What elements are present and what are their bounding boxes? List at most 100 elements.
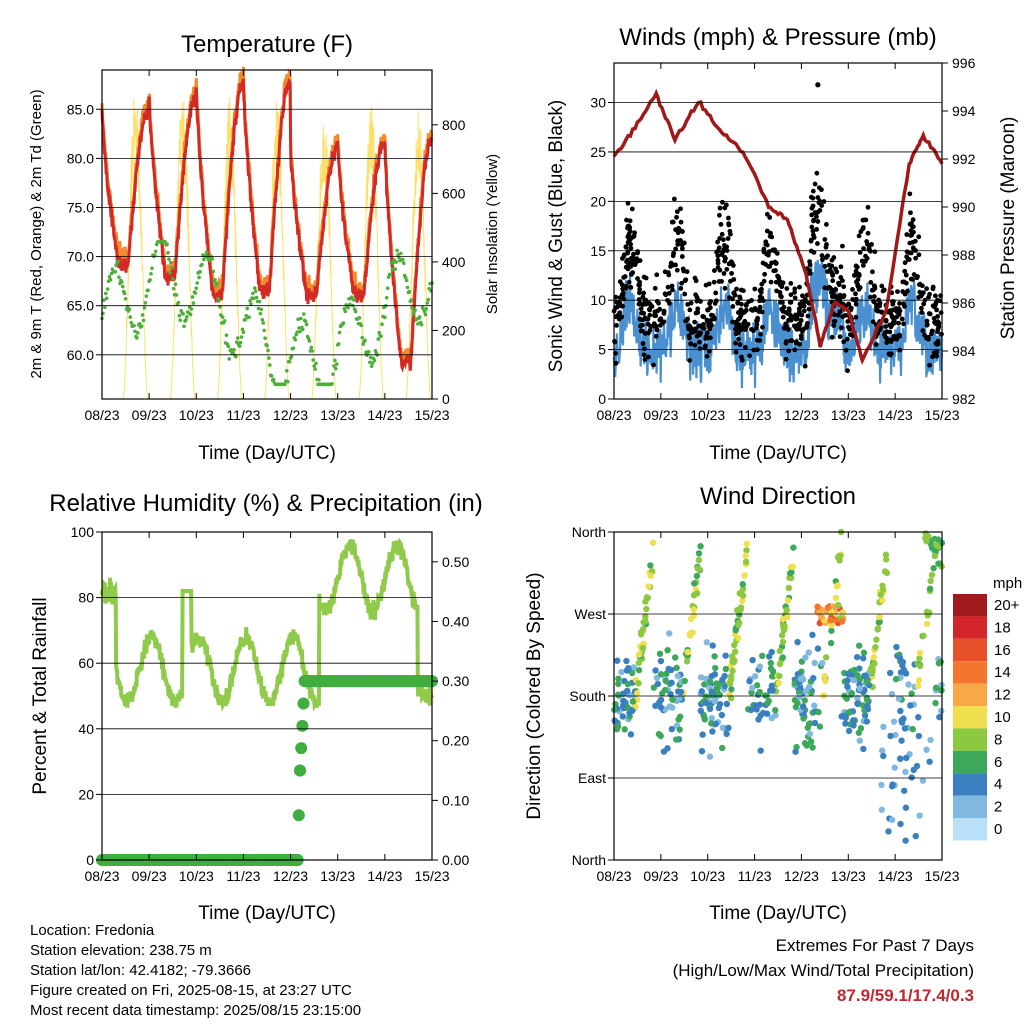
gust-point <box>693 292 699 298</box>
direction-point <box>816 723 824 730</box>
direction-point <box>893 643 900 651</box>
gust-point <box>935 314 940 319</box>
direction-point <box>834 582 841 589</box>
direction-point <box>903 754 910 762</box>
direction-xtick-label: 11/23 <box>738 868 772 884</box>
gust-point <box>801 308 807 314</box>
gust-point <box>880 288 886 294</box>
direction-point <box>652 702 659 710</box>
wind-ticks: 08/23 09/23 10/23 11/23 12/23 13/23 14/23 15/23… <box>590 55 975 423</box>
direction-point <box>909 725 916 733</box>
gust-point <box>819 253 825 258</box>
direction-point <box>671 654 679 661</box>
gust-point <box>722 285 728 291</box>
direction-point <box>859 654 867 662</box>
direction-point <box>702 693 709 700</box>
direction-point <box>878 747 886 754</box>
gust-point <box>719 252 724 257</box>
gust-point <box>779 306 785 312</box>
td2m-point <box>311 358 316 362</box>
gust-point <box>744 301 749 307</box>
gust-point <box>687 335 692 341</box>
direction-series <box>611 528 946 844</box>
precip-point <box>292 809 305 822</box>
direction-point <box>807 738 815 745</box>
direction-point <box>703 699 710 707</box>
temperature-xtick-label: 12/23 <box>273 407 308 423</box>
direction-point <box>660 748 668 755</box>
direction-point <box>698 688 706 695</box>
gust-point <box>757 298 763 304</box>
direction-point <box>869 668 876 676</box>
direction-point <box>769 687 776 694</box>
gust-point <box>867 294 873 300</box>
direction-point <box>792 748 799 755</box>
gust-point <box>835 312 841 318</box>
gust-point <box>934 341 940 347</box>
legend-label: 14 <box>994 664 1011 681</box>
td2m-point <box>299 316 303 321</box>
td2m-point <box>190 295 195 299</box>
direction-point <box>931 552 939 560</box>
direction-point <box>851 666 858 674</box>
temperature-xtick-label: 11/23 <box>226 407 260 423</box>
direction-ytick-label: West <box>574 606 606 622</box>
td2m-point <box>317 378 321 382</box>
direction-point <box>914 682 922 690</box>
gust-point <box>626 279 632 285</box>
gust-point <box>722 205 728 211</box>
direction-point <box>614 657 621 664</box>
direction-point <box>807 689 815 697</box>
direction-point <box>900 787 908 794</box>
gust-point <box>897 301 902 306</box>
td2m-point <box>410 305 415 310</box>
direction-point <box>723 700 731 708</box>
gust-point <box>704 330 710 336</box>
direction-point <box>657 671 665 678</box>
gust-point <box>844 336 850 342</box>
td2m-point <box>197 275 201 280</box>
direction-point <box>691 580 698 587</box>
rh-title: Relative Humidity (%) & Precipitation (i… <box>49 490 482 517</box>
gust-point <box>730 304 736 309</box>
gust-point <box>624 259 629 265</box>
direction-point <box>916 655 923 662</box>
gust-point <box>758 331 763 337</box>
td2m-point <box>222 319 227 323</box>
gust-point <box>843 347 849 353</box>
td2m-point <box>380 322 384 327</box>
td2m-point <box>403 275 408 280</box>
gust-point <box>918 305 924 311</box>
direction-point <box>729 667 736 675</box>
gust-point <box>692 328 698 334</box>
direction-point <box>642 613 649 620</box>
td2m-point <box>336 342 341 346</box>
td2m-point <box>422 309 427 314</box>
direction-point <box>676 695 683 702</box>
gust-point <box>680 266 686 272</box>
direction-point <box>821 672 828 680</box>
temperature-xtick-label: 09/23 <box>132 407 167 423</box>
gust-point <box>717 236 723 241</box>
gust-point <box>851 272 857 278</box>
gust-point <box>921 301 927 307</box>
td2m-point <box>144 294 149 298</box>
direction-xlabel: Time (Day/UTC) <box>709 903 847 924</box>
gust-point <box>636 290 642 296</box>
td2m-point <box>407 289 412 294</box>
figure-created: Figure created on Fri, 2025-08-15, at 23… <box>30 982 352 999</box>
td2m-point <box>229 348 233 352</box>
direction-point <box>878 806 886 813</box>
wind-series <box>611 82 944 389</box>
gust-point <box>678 206 683 212</box>
direction-point <box>759 709 767 717</box>
gust-point <box>846 302 852 307</box>
gust-point <box>798 318 804 323</box>
wind-y2tick-label: 982 <box>952 391 976 407</box>
t2m-line <box>100 78 434 374</box>
gust-point <box>908 250 914 256</box>
td2m-point <box>312 364 316 368</box>
td2m-point <box>285 379 290 384</box>
direction-point <box>634 690 641 697</box>
gust-point <box>705 307 710 313</box>
